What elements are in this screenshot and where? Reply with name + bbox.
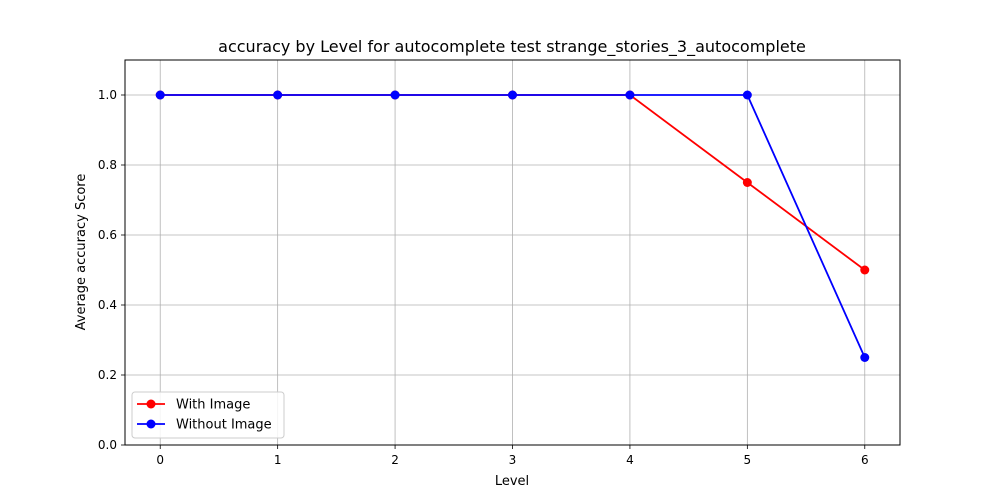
legend-box (131, 391, 285, 439)
data-point-without-image (155, 90, 165, 100)
data-point-with-image (742, 178, 752, 187)
legend-entry: Without Image (137, 418, 272, 433)
legend-entry: With Image (137, 398, 250, 413)
y-axis-label: Average accuracy Score (74, 174, 89, 331)
legend: With Image Without Image (131, 391, 285, 439)
legend-label: Without Image (176, 418, 272, 433)
x-axis-ticks: 0 1 2 3 4 5 6 (156, 445, 869, 467)
data-point-without-image (508, 90, 517, 100)
data-point-without-image (390, 90, 400, 100)
y-axis-ticks: 0.0 0.2 0.4 0.6 0.8 1.0 (98, 88, 125, 452)
x-tick-label: 0 (156, 453, 164, 467)
legend-items: With Image Without Image (137, 398, 272, 433)
x-tick-label: 5 (744, 453, 752, 467)
y-tick-label: 0.0 (98, 438, 117, 452)
y-tick-label: 0.4 (98, 298, 117, 312)
y-tick-label: 0.6 (98, 228, 117, 242)
data-point-without-image (742, 90, 752, 100)
data-point-without-image (625, 90, 635, 100)
legend-label: With Image (176, 398, 250, 413)
series-lines (155, 90, 870, 362)
x-tick-label: 6 (861, 453, 869, 467)
x-tick-label: 2 (391, 453, 399, 467)
x-tick-label: 1 (274, 453, 282, 467)
data-point-without-image (860, 353, 870, 362)
data-point-with-image (860, 265, 870, 275)
series-without-image (155, 90, 870, 362)
x-tick-label: 3 (509, 453, 517, 467)
y-tick-label: 0.8 (98, 158, 117, 172)
data-point-without-image (273, 90, 283, 100)
y-tick-label: 0.2 (98, 368, 117, 382)
legend-swatch-marker (146, 419, 156, 429)
chart-title: accuracy by Level for autocomplete test … (218, 37, 806, 57)
plot-area-frame (124, 59, 901, 446)
legend-swatch-marker (146, 399, 156, 409)
x-tick-label: 4 (626, 453, 634, 467)
x-axis-label: Level (495, 474, 529, 489)
grid (125, 60, 900, 446)
y-tick-label: 1.0 (98, 88, 117, 102)
